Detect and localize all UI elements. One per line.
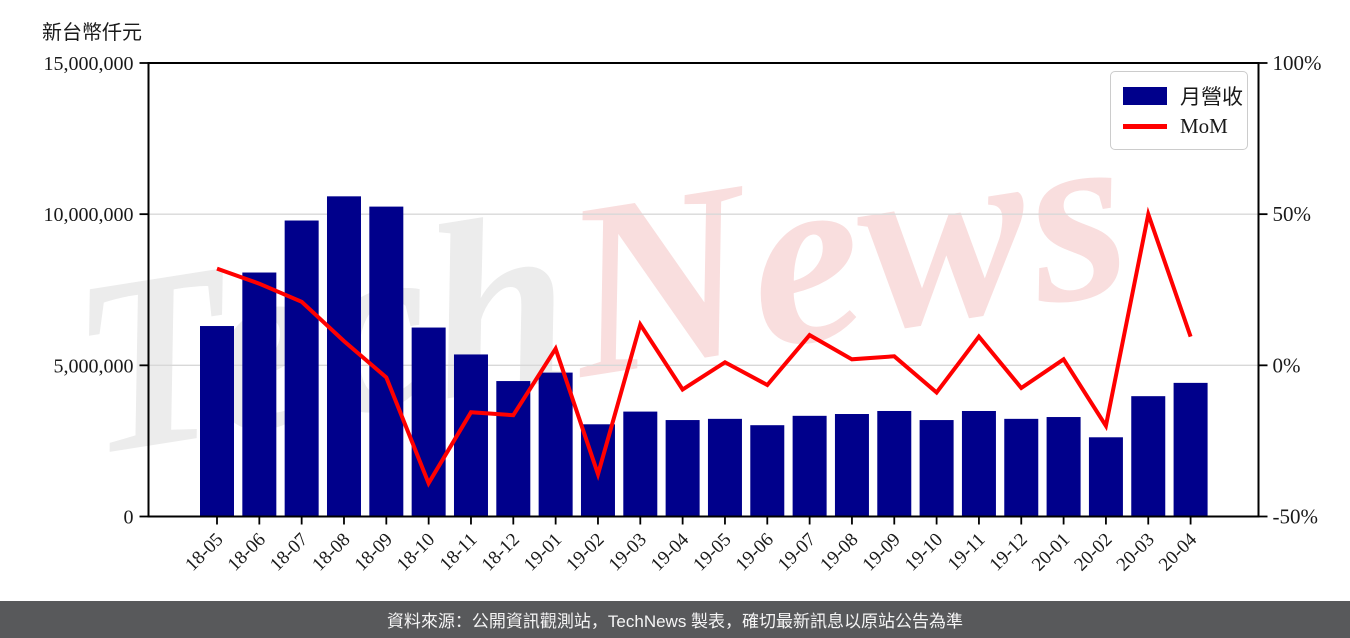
revenue-bar-19-03 — [623, 411, 658, 517]
revenue-bar-19-09 — [877, 410, 912, 517]
revenue-bar-19-01 — [538, 372, 573, 517]
revenue-bar-18-09 — [369, 206, 404, 517]
x-tick-label: 19-10 — [901, 529, 947, 575]
revenue-bar-19-11 — [961, 410, 996, 517]
legend-item-mom: MoM — [1123, 111, 1235, 141]
revenue-bar-swatch — [1123, 87, 1167, 105]
left-axis-title: 新台幣仟元 — [42, 22, 142, 44]
x-tick-label: 18-05 — [181, 529, 227, 575]
revenue-bar-20-01 — [1046, 417, 1081, 517]
source-footer-text: 資料來源：公開資訊觀測站，TechNews 製表，確切最新訊息以原站公告為準 — [386, 612, 964, 631]
revenue-bar-18-10 — [411, 327, 446, 517]
x-tick-label: 19-06 — [732, 529, 778, 575]
right-tick-label: 100% — [1273, 51, 1322, 75]
revenue-bar-19-07 — [792, 415, 827, 517]
x-tick-label: 19-02 — [562, 529, 608, 575]
right-tick-label: -50% — [1273, 505, 1319, 529]
mom-legend-label: MoM — [1180, 113, 1228, 138]
revenue-bar-19-06 — [750, 425, 785, 517]
revenue-bar-19-05 — [707, 418, 742, 517]
revenue-bar-20-03 — [1131, 396, 1166, 517]
mom-line-swatch — [1123, 123, 1167, 129]
revenue-bar-18-07 — [284, 220, 319, 517]
x-tick-label: 19-04 — [647, 529, 694, 576]
x-tick-label: 20-02 — [1070, 529, 1116, 575]
left-tick-label: 15,000,000 — [44, 53, 134, 75]
mom-line — [216, 206, 1193, 488]
x-tick-label: 18-10 — [393, 529, 439, 575]
plot-border — [147, 62, 1260, 518]
revenue-bar-18-05 — [200, 326, 234, 517]
revenue-bar-19-10 — [919, 420, 954, 517]
x-tick-label: 19-03 — [605, 529, 651, 575]
right-tick-label: 50% — [1273, 202, 1312, 226]
left-tick-label: 5,000,000 — [54, 355, 134, 377]
revenue-bar-19-08 — [834, 414, 869, 517]
revenue-bar-18-06 — [242, 272, 277, 517]
revenue-bar-18-11 — [453, 354, 488, 517]
legend: 月營收 MoM — [1110, 71, 1248, 150]
x-tick-label: 18-09 — [351, 529, 397, 575]
x-tick-label: 20-03 — [1113, 529, 1159, 575]
x-tick-label: 18-12 — [478, 529, 524, 575]
x-tick-label: 20-01 — [1028, 529, 1074, 575]
x-tick-label: 19-01 — [520, 529, 566, 575]
chart-plot-area: 0 5,000,000 10,000,000 15,000,000 -50% 0% 50% 1… — [44, 51, 1322, 576]
x-tick-label: 20-04 — [1155, 529, 1202, 576]
x-tick-label: 19-09 — [859, 529, 905, 575]
x-tick-label: 19-11 — [944, 529, 990, 575]
x-tick-label: 19-07 — [774, 529, 820, 575]
left-tick-label: 10,000,000 — [44, 204, 134, 226]
revenue-legend-label: 月營收 — [1180, 85, 1243, 109]
revenue-bar-19-04 — [665, 420, 700, 517]
revenue-bar-19-12 — [1004, 418, 1039, 517]
revenue-bar-18-12 — [496, 381, 531, 517]
right-tick-label: 0% — [1273, 353, 1301, 377]
x-tick-label: 18-08 — [308, 529, 354, 575]
x-tick-label: 19-08 — [816, 529, 862, 575]
x-tick-label: 18-07 — [266, 529, 312, 575]
revenue-bar-20-04 — [1173, 382, 1208, 517]
source-footer: 資料來源：公開資訊觀測站，TechNews 製表，確切最新訊息以原站公告為準 — [0, 601, 1350, 638]
x-tick-label: 18-11 — [436, 529, 482, 575]
legend-item-revenue: 月營收 — [1123, 81, 1243, 111]
revenue-bar-18-08 — [326, 196, 361, 517]
left-tick-label: 0 — [124, 507, 134, 529]
x-tick-label: 19-12 — [986, 529, 1032, 575]
x-tick-label: 18-06 — [224, 529, 270, 575]
revenue-bar-20-02 — [1088, 437, 1123, 517]
x-tick-label: 19-05 — [689, 529, 735, 575]
